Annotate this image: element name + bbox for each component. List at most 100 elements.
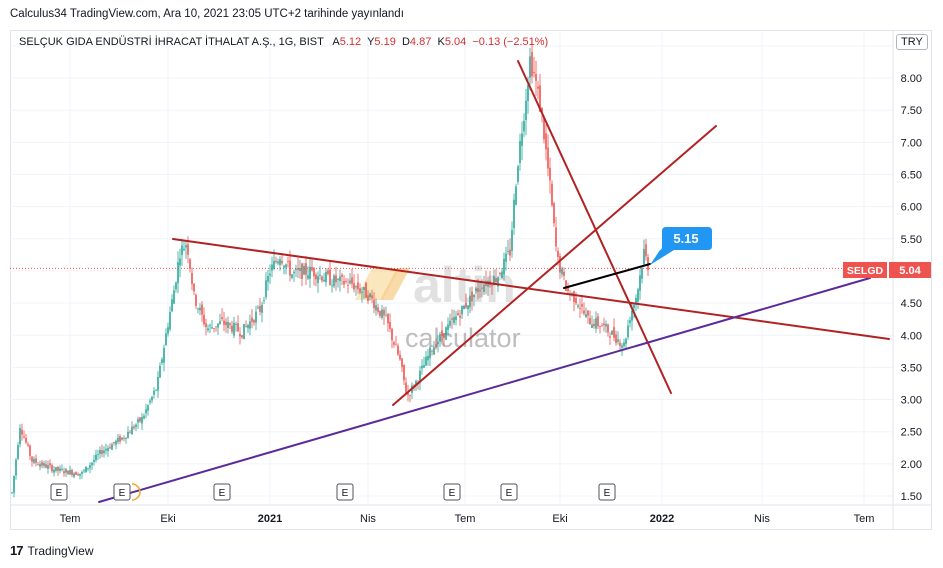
trendline-rising[interactable] xyxy=(392,125,717,406)
earnings-marker[interactable]: E xyxy=(598,483,616,501)
candle-body xyxy=(431,350,433,352)
candle-body xyxy=(585,314,587,318)
candle-body xyxy=(283,265,285,268)
candle-body xyxy=(205,323,207,328)
earnings-marker[interactable]: E xyxy=(500,483,518,501)
candle-body xyxy=(127,431,129,438)
candle-body xyxy=(433,347,435,355)
candle-body xyxy=(147,405,149,411)
candle-body xyxy=(595,318,597,329)
symbol-legend: SELÇUK GIDA ENDÜSTRİ İHRACAT İTHALAT A.Ş… xyxy=(19,36,549,48)
trendline-steep-down[interactable] xyxy=(517,60,672,394)
x-axis: Tem Eki 2021 Nis Tem Eki 2022 Nis Tem xyxy=(10,504,932,525)
candle-body xyxy=(323,279,325,282)
candle-body xyxy=(613,327,615,338)
candle-body xyxy=(493,276,495,285)
candle-body xyxy=(381,309,383,318)
candle-body xyxy=(291,274,293,278)
candle-body xyxy=(547,147,549,169)
y-tick-label: 4.00 xyxy=(901,330,922,342)
candle-body xyxy=(85,466,87,473)
candle-body xyxy=(565,280,567,291)
candle-body xyxy=(337,279,339,280)
candle-body xyxy=(49,463,51,466)
candle-body xyxy=(359,288,361,293)
short-line[interactable] xyxy=(563,263,651,289)
candle-body xyxy=(321,276,323,281)
candle-body xyxy=(229,323,231,325)
candle-body xyxy=(379,310,381,316)
candle-body xyxy=(357,282,359,290)
candle-body xyxy=(619,342,621,346)
candle-body xyxy=(97,454,99,455)
y-axis: 1.502.002.503.003.504.004.505.005.506.00… xyxy=(892,30,922,530)
trendline-support[interactable] xyxy=(98,277,871,503)
candle-body xyxy=(227,321,229,328)
candle-body xyxy=(331,285,333,287)
candle-body xyxy=(279,259,281,265)
candle-body xyxy=(303,265,305,275)
candle-body xyxy=(333,275,335,287)
candle-body xyxy=(253,320,255,323)
candle-body xyxy=(285,264,287,268)
candle-body xyxy=(163,347,165,363)
candle-body xyxy=(361,292,363,293)
candle-body xyxy=(429,347,431,359)
earnings-marker[interactable]: E xyxy=(113,483,141,501)
candle-body xyxy=(63,471,65,474)
earnings-marker[interactable]: E xyxy=(213,483,231,501)
earnings-marker[interactable]: E xyxy=(50,483,68,501)
candle-body xyxy=(347,285,349,287)
y-tick-label: 1.50 xyxy=(901,491,922,503)
candle-body xyxy=(119,436,121,442)
candle-body xyxy=(197,308,199,310)
candle-body xyxy=(83,470,85,472)
candle-body xyxy=(327,270,329,274)
callout-label[interactable]: 5.15 xyxy=(650,227,712,265)
trendline-descending-long[interactable] xyxy=(172,238,890,340)
earnings-marker[interactable]: E xyxy=(443,483,461,501)
candle-body xyxy=(499,273,501,275)
candle-body xyxy=(471,291,473,302)
candle-body xyxy=(195,294,197,306)
y-tick-label: 6.00 xyxy=(901,202,922,214)
candle-body xyxy=(95,454,97,461)
candle-body xyxy=(59,468,61,471)
currency-button[interactable]: TRY xyxy=(896,34,928,50)
candle-body xyxy=(21,429,23,435)
candle-body xyxy=(41,462,43,466)
candle-body xyxy=(589,318,591,325)
candle-body xyxy=(601,325,603,327)
candle-body xyxy=(507,251,509,252)
y-tick-label: 2.00 xyxy=(901,459,922,471)
candle-body xyxy=(143,415,145,419)
candle-body xyxy=(33,458,35,463)
y-tick-label: 8.00 xyxy=(901,73,922,85)
candle-body xyxy=(443,333,445,338)
x-tick-label: 2022 xyxy=(650,513,674,525)
candle-body xyxy=(555,227,557,247)
candle-body xyxy=(319,274,321,276)
y-tick-label: 4.50 xyxy=(901,298,922,310)
candle-body xyxy=(593,323,595,327)
candle-body xyxy=(501,271,503,278)
candle-body xyxy=(551,183,553,206)
candle-body xyxy=(103,450,105,454)
candle-body xyxy=(329,269,331,285)
candle-body xyxy=(401,358,403,367)
candle-body xyxy=(35,458,37,463)
earnings-marker[interactable]: E xyxy=(336,483,354,501)
candle-body xyxy=(43,463,45,466)
candle-body xyxy=(111,444,113,450)
candle-body xyxy=(217,323,219,328)
candle-body xyxy=(249,321,251,329)
footer: 17 TradingView xyxy=(10,543,94,558)
candle-body xyxy=(101,450,103,454)
candle-body xyxy=(415,380,417,386)
candle-body xyxy=(117,437,119,442)
candle-body xyxy=(69,469,71,475)
candle-body xyxy=(549,167,551,181)
x-tick-label: Tem xyxy=(60,513,81,525)
